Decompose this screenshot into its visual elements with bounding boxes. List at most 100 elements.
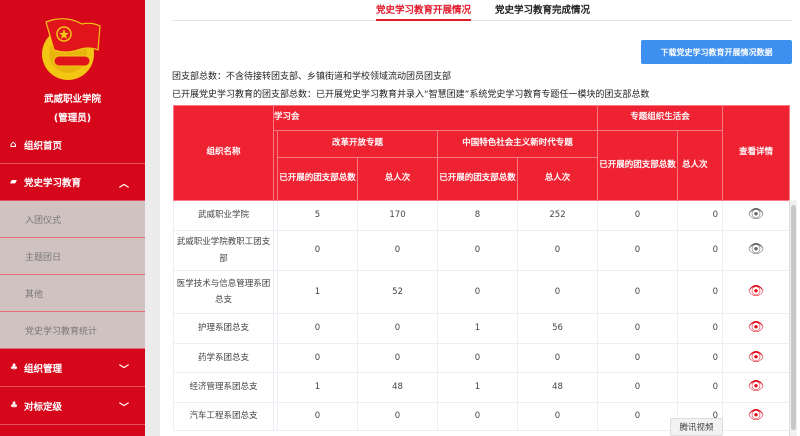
value-cell: 0	[517, 270, 598, 314]
statistics-table: 组织名称 学习会 专题组织生活会 查看详情 改革开放专题 中国特色社会主义新时代…	[173, 105, 790, 431]
view-detail-button[interactable]: 👁	[722, 343, 790, 373]
table-row: 经济管理系团总支 1 48 1 48 0 0 👁	[173, 372, 790, 403]
header-people: 总人次	[677, 130, 723, 201]
submenu-item-theme-day[interactable]: 主题团日	[0, 238, 145, 275]
sidebar-item-party-history[interactable]: ▰ 党史学习教育 ︿	[0, 164, 145, 201]
eye-icon[interactable]: 👁	[747, 379, 765, 395]
value-cell: 0	[517, 402, 598, 431]
value-cell: 0	[437, 230, 518, 271]
value-cell: 0	[597, 200, 678, 231]
submenu-item-statistics[interactable]: 党史学习教育统计	[0, 312, 145, 349]
value-cell: 0	[597, 230, 678, 271]
sidebar-item-benchmark[interactable]: ♣ 对标定级 ﹀	[0, 388, 145, 425]
communist-youth-league-logo	[42, 18, 101, 80]
table-row: 护理系团总支 0 0 1 56 0 0 👁	[173, 313, 790, 344]
note-branch-total: 团支部总数：不含待接转团支部、乡镇街道和学校领域流动团员团支部	[172, 72, 452, 82]
eye-icon[interactable]: 👁	[747, 349, 765, 365]
org-name-cell: 武威职业学院教职工团支部	[173, 230, 274, 271]
sidebar-item-label: 党史学习教育	[24, 178, 82, 189]
sidebar-item-label: 组织管理	[24, 364, 63, 375]
value-cell: 0	[597, 343, 678, 373]
value-cell: 0	[437, 402, 518, 431]
value-cell: 0	[277, 230, 358, 271]
value-cell: 0	[357, 230, 438, 271]
sitemap-icon: ♣	[10, 363, 19, 373]
header-reform: 改革开放专题	[277, 130, 438, 158]
eye-icon[interactable]: 👁	[747, 207, 765, 223]
header-detail: 查看详情	[722, 105, 790, 201]
value-cell: 0	[677, 343, 723, 373]
header-count: 已开展的团支部总数	[597, 130, 678, 201]
view-detail-button[interactable]: 👁	[722, 270, 790, 314]
value-cell: 252	[517, 200, 598, 231]
eye-icon[interactable]: 👁	[747, 242, 765, 258]
value-cell: 170	[357, 200, 438, 231]
sidebar-item-org-management[interactable]: ♣ 组织管理 ﹀	[0, 350, 145, 387]
org-name-cell: 武威职业学院	[173, 200, 274, 231]
home-icon: ⌂	[10, 140, 17, 150]
value-cell: 48	[517, 372, 598, 403]
eye-icon[interactable]: 👁	[747, 408, 765, 424]
header-people: 总人次	[517, 157, 598, 201]
tencent-video-tooltip: 腾讯视频	[670, 418, 723, 436]
view-detail-button[interactable]: 👁	[722, 372, 790, 403]
value-cell: 0	[357, 313, 438, 344]
value-cell: 1	[437, 372, 518, 403]
eye-icon[interactable]: 👁	[747, 320, 765, 336]
value-cell: 1	[277, 270, 358, 314]
submenu-item-other[interactable]: 其他	[0, 275, 145, 312]
value-cell: 0	[277, 343, 358, 373]
table-row: 武威职业学院 5 170 8 252 0 0 👁	[173, 200, 790, 231]
org-name: 武威职业学院	[43, 94, 101, 105]
org-name-cell: 护理系团总支	[173, 313, 274, 344]
sidebar-gutter	[145, 0, 160, 436]
value-cell: 0	[277, 313, 358, 344]
header-count: 已开展的团支部总数	[437, 157, 518, 201]
chevron-down-icon: ﹀	[119, 364, 129, 376]
value-cell: 48	[357, 372, 438, 403]
submenu-item-induction[interactable]: 入团仪式	[0, 201, 145, 238]
sidebar-item-label: 对标定级	[24, 402, 63, 413]
value-cell: 0	[597, 270, 678, 314]
value-cell: 0	[677, 270, 723, 314]
org-name-cell: 药学系团总支	[173, 343, 274, 373]
value-cell: 52	[357, 270, 438, 314]
tab-completion[interactable]: 党史学习教育完成情况	[495, 5, 591, 16]
value-cell: 0	[277, 402, 358, 431]
sidebar-item-home[interactable]: ⌂ 组织首页	[0, 127, 145, 164]
org-name-cell: 医学技术与信息管理系团总支	[173, 270, 274, 314]
view-detail-button[interactable]: 👁	[722, 402, 790, 431]
header-people: 总人次	[357, 157, 438, 201]
value-cell: 0	[517, 343, 598, 373]
value-cell: 0	[517, 230, 598, 271]
header-org-name: 组织名称	[173, 105, 274, 201]
value-cell: 0	[677, 200, 723, 231]
value-cell: 0	[357, 402, 438, 431]
view-detail-button[interactable]: 👁	[722, 200, 790, 231]
table-row: 药学系团总支 0 0 0 0 0 0 👁	[173, 343, 790, 373]
user-role: (管理员)	[53, 113, 92, 124]
value-cell: 0	[357, 343, 438, 373]
folder-open-icon: ▰	[10, 177, 17, 187]
value-cell: 0	[677, 230, 723, 271]
view-detail-button[interactable]: 👁	[722, 313, 790, 344]
sitemap-icon: ♣	[10, 401, 19, 411]
tab-bar: 党史学习教育开展情况 党史学习教育完成情况	[172, 0, 792, 21]
org-name-cell: 经济管理系团总支	[173, 372, 274, 403]
header-new-era: 中国特色社会主义新时代专题	[437, 130, 598, 158]
download-data-button[interactable]: 下载党史学习教育开展情况数据	[641, 40, 792, 64]
value-cell: 1	[277, 372, 358, 403]
table-row: 武威职业学院教职工团支部 0 0 0 0 0 0 👁	[173, 230, 790, 271]
value-cell: 0	[597, 402, 678, 431]
table-row: 医学技术与信息管理系团总支 1 52 0 0 0 0 👁	[173, 270, 790, 314]
header-study-meeting: 学习会	[273, 105, 598, 131]
tab-progress[interactable]: 党史学习教育开展情况	[376, 2, 472, 21]
value-cell: 1	[437, 313, 518, 344]
value-cell: 0	[597, 372, 678, 403]
table-row: 汽车工程系团总支 0 0 0 0 0 0 👁	[173, 402, 790, 431]
value-cell: 0	[437, 343, 518, 373]
view-detail-button[interactable]: 👁	[722, 230, 790, 271]
scrollbar-thumb[interactable]	[791, 205, 796, 430]
value-cell: 5	[277, 200, 358, 231]
eye-icon[interactable]: 👁	[747, 283, 765, 299]
